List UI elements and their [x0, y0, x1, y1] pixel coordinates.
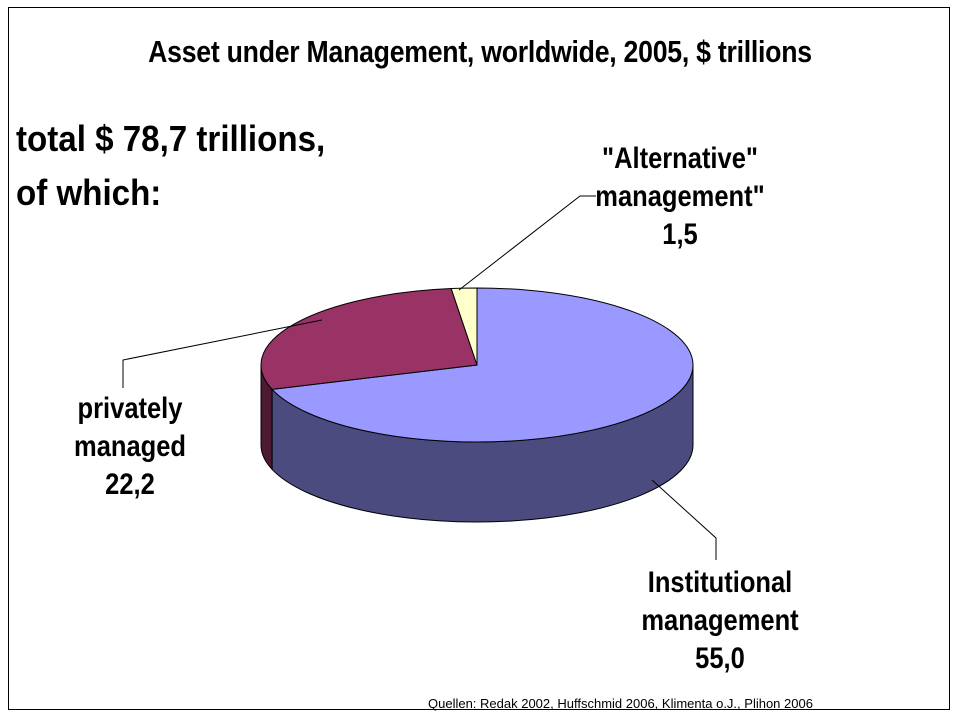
leader-line [458, 195, 596, 291]
chart-subtitle: total $ 78,7 trillions, of which: [16, 118, 326, 213]
slice-value-label: 1,5 [662, 218, 698, 251]
slice-label-private: privately managed 22,2 [37, 390, 224, 504]
slice-label-line: "Alternative" [601, 142, 758, 175]
pie-slice [271, 287, 694, 443]
slice-label-line: managed [74, 430, 186, 463]
slice-value-label: 22,2 [105, 468, 155, 501]
source-note: Quellen: Redak 2002, Huffschmid 2006, Kl… [428, 696, 813, 711]
slice-label-line: Institutional [647, 566, 793, 599]
slice-value-label: 55,0 [695, 642, 745, 675]
slice-label-institutional: Institutional management 55,0 [627, 564, 814, 678]
leader-line [651, 479, 717, 560]
slice-label-line: management" [595, 180, 765, 213]
slice-label-alternative: "Alternative" management" 1,5 [578, 140, 782, 254]
chart-frame [8, 7, 950, 710]
chart-title: Asset under Management, worldwide, 2005,… [148, 34, 812, 69]
pie-slice [450, 287, 478, 366]
leader-line [122, 319, 323, 388]
pie-slice [260, 288, 478, 390]
slice-label-line: privately [77, 392, 183, 425]
slice-label-line: management [641, 604, 799, 637]
